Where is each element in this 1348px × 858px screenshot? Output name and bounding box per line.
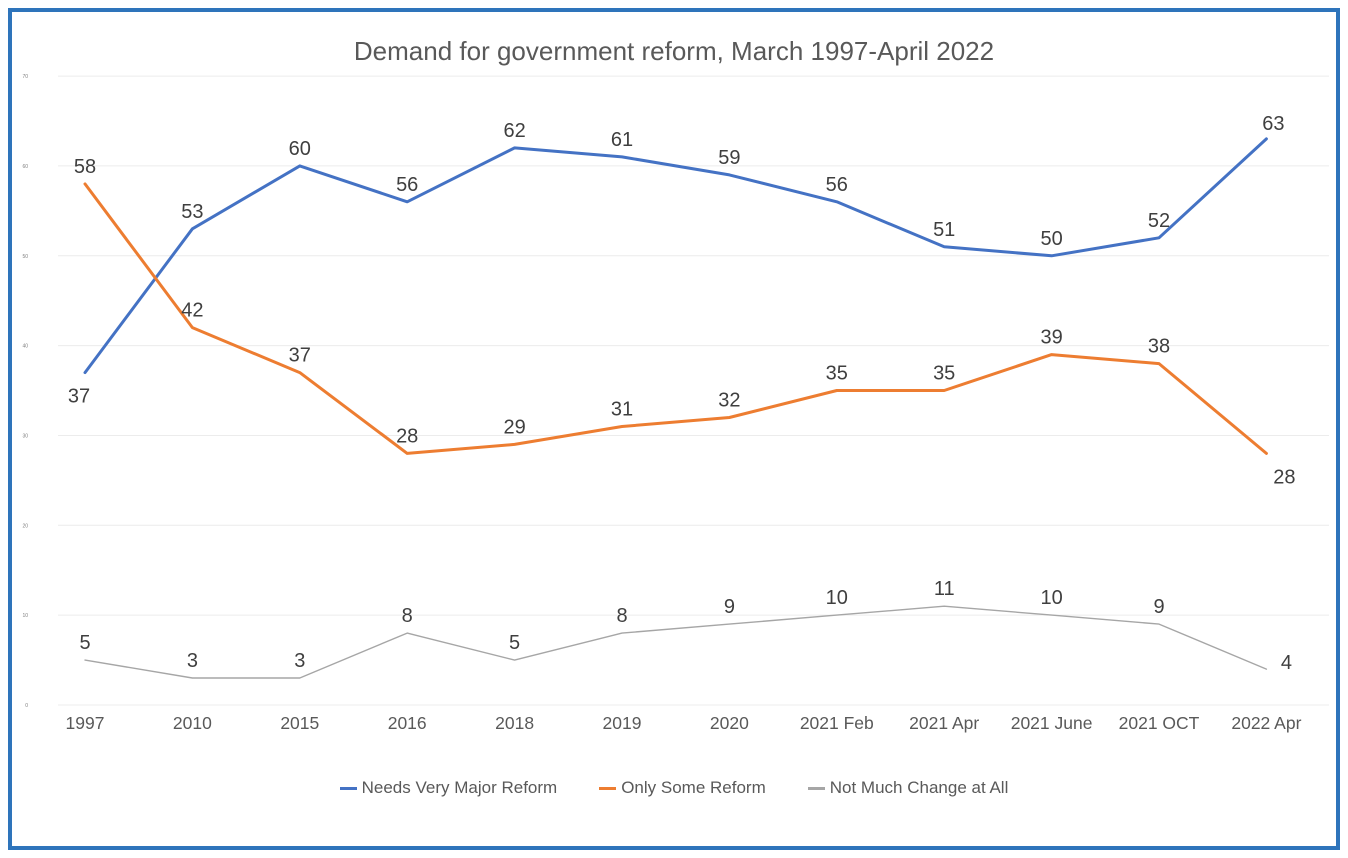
x-tick-label: 2015 [280,713,319,733]
x-tick-label: 2016 [388,713,427,733]
data-label: 56 [396,174,418,196]
data-label: 35 [826,363,848,385]
data-label: 8 [402,605,413,627]
legend-label: Not Much Change at All [829,778,1009,797]
data-label: 63 [1262,113,1284,135]
y-tick-label: 10 [22,613,28,619]
x-tick-label: 2018 [495,713,534,733]
data-label: 8 [616,605,627,627]
x-tick-label: 2021 Apr [909,713,979,733]
data-label: 59 [718,147,740,169]
x-tick-label: 2021 OCT [1119,713,1200,733]
data-label: 29 [503,416,525,438]
data-label: 5 [509,632,520,654]
legend-label: Only Some Reform [621,778,766,797]
data-label: 11 [934,578,955,600]
legend-item-not-much-change-at-all: Not Much Change at All [807,778,1009,798]
data-label: 56 [826,174,848,196]
y-tick-label: 70 [22,74,28,80]
data-label: 4 [1281,652,1292,674]
chart-title: Demand for government reform, March 1997… [353,36,995,66]
data-label: 51 [933,219,955,241]
y-tick-label: 20 [22,523,28,529]
data-label: 9 [724,596,735,618]
legend-dash-icon [599,786,617,790]
series-line [83,137,1268,375]
legend-item-only-some-reform: Only Some Reform [599,778,766,798]
y-tick-label: 50 [22,254,28,260]
series-line [84,605,1268,679]
data-label: 3 [294,650,305,672]
data-label: 38 [1148,336,1170,358]
x-tick-label: 2010 [173,713,212,733]
data-label: 31 [611,399,633,421]
data-label: 60 [289,138,311,160]
legend-item-needs-very-major-reform: Needs Very Major Reform [339,778,558,798]
data-label: 52 [1148,210,1170,232]
data-label: 39 [1040,327,1062,349]
y-tick-label: 60 [22,164,28,170]
data-label: 37 [68,386,90,408]
data-label: 37 [289,345,311,367]
x-tick-label: 2021 Feb [800,713,874,733]
series-line [83,182,1268,455]
chart-plot: 0 10 20 30 40 50 60 70 1997 2010 2015 2016 2018 2019 2… [22,74,1329,733]
legend-label: Needs Very Major Reform [361,778,558,797]
x-tick-label: 2020 [710,713,749,733]
data-label: 53 [181,201,203,223]
x-tick-label: 2019 [603,713,642,733]
x-tick-label: 2021 June [1011,713,1093,733]
data-label: 61 [611,129,633,151]
y-tick-label: 0 [25,703,28,709]
data-label: 28 [396,425,418,447]
data-label: 9 [1153,596,1164,618]
x-tick-label: 1997 [66,713,105,733]
data-label: 42 [181,300,203,322]
chart-frame: Demand for government reform, March 1997… [8,8,1340,850]
chart-legend: Needs Very Major Reform Only Some Reform… [12,778,1336,798]
data-label: 5 [79,632,90,654]
x-tick-label: 2022 Apr [1231,713,1301,733]
legend-dash-icon [807,786,825,790]
data-label: 10 [826,587,848,609]
data-label: 58 [74,156,96,178]
data-label: 3 [187,650,198,672]
legend-dash-icon [339,786,357,790]
y-tick-label: 40 [22,344,28,350]
data-label: 50 [1040,228,1062,250]
data-label: 35 [933,363,955,385]
data-label: 28 [1273,466,1295,488]
data-label: 10 [1040,587,1062,609]
y-tick-label: 30 [22,434,28,440]
data-label: 62 [503,120,525,142]
data-label: 32 [718,390,740,412]
